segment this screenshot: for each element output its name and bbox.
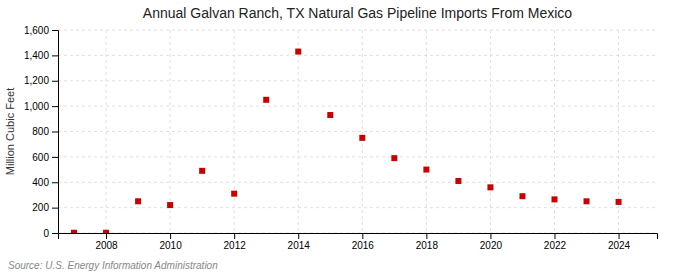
point xyxy=(455,178,461,184)
point xyxy=(135,198,141,204)
point xyxy=(391,155,397,161)
x-tick: 2020 xyxy=(480,233,503,251)
grid-line-x xyxy=(362,30,363,233)
x-axis-line xyxy=(59,234,658,240)
y-axis-label: Million Cubic Feet xyxy=(4,88,16,175)
grid xyxy=(58,30,657,233)
x-tick-label: 2008 xyxy=(95,240,118,251)
point xyxy=(519,193,525,199)
y-tick: 1,600 xyxy=(24,25,58,36)
x-tick: 2018 xyxy=(416,233,439,251)
point xyxy=(327,112,333,118)
grid-line-y xyxy=(58,182,657,183)
point xyxy=(231,191,237,197)
y-tick: 1,000 xyxy=(24,101,58,112)
x-tick-label: 2016 xyxy=(352,240,375,251)
plot-area: 2008 2010 2012 2014 2016 2018 2020 2022 2024 0 200… xyxy=(24,25,658,251)
x-tick-mark xyxy=(234,233,235,239)
x-tick-label: 2024 xyxy=(608,240,631,251)
y-tick-mark xyxy=(52,106,58,107)
x-tick: 2010 xyxy=(159,233,182,251)
grid-line-x xyxy=(234,30,235,233)
grid-line-y xyxy=(58,131,657,132)
x-tick-mark xyxy=(554,233,555,239)
x-tick-label: 2022 xyxy=(544,240,567,251)
grid-line-y xyxy=(58,207,657,208)
x-tick-label: 2012 xyxy=(224,240,247,251)
grid-line-y xyxy=(58,30,657,31)
x-tick-label: 2010 xyxy=(159,240,182,251)
point xyxy=(551,196,557,202)
points xyxy=(71,49,622,233)
x-tick-mark xyxy=(619,233,620,239)
y-tick: 800 xyxy=(32,126,58,137)
point xyxy=(71,230,77,233)
x-tick: 2022 xyxy=(544,233,567,251)
y-tick: 0 xyxy=(43,228,58,239)
y-tick-mark xyxy=(52,55,58,56)
y-tick-label: 400 xyxy=(32,177,49,188)
x-tick-label: 2020 xyxy=(480,240,503,251)
grid-line-y xyxy=(58,156,657,157)
y-axis-line xyxy=(52,31,59,234)
x-tick-mark xyxy=(362,233,363,239)
grid-line-x xyxy=(490,30,491,233)
x-tick-mark xyxy=(170,233,171,239)
y-axis: 0 200 400 600 800 1,000 1,200 1,400 1,600 xyxy=(24,25,59,239)
y-tick-label: 1,600 xyxy=(24,25,49,36)
x-tick: 2014 xyxy=(288,233,311,251)
point xyxy=(584,198,590,204)
x-tick-mark xyxy=(298,233,299,239)
y-tick-label: 800 xyxy=(32,126,49,137)
y-tick-label: 200 xyxy=(32,202,49,213)
x-tick-mark xyxy=(426,233,427,239)
x-tick: 2016 xyxy=(352,233,375,251)
y-tick-mark xyxy=(52,182,58,183)
y-tick-mark xyxy=(52,157,58,158)
x-tick-label: 2018 xyxy=(416,240,439,251)
point xyxy=(359,135,365,141)
y-tick-label: 1,000 xyxy=(24,101,49,112)
grid-line-y xyxy=(58,55,657,56)
x-axis: 2008 2010 2012 2014 2016 2018 2020 2022 2024 xyxy=(59,233,658,251)
y-tick-label: 1,200 xyxy=(24,75,49,86)
y-tick-mark xyxy=(52,233,58,234)
y-tick: 1,200 xyxy=(24,75,58,86)
y-tick: 400 xyxy=(32,177,58,188)
point xyxy=(616,199,622,205)
chart-svg: 2008 2010 2012 2014 2016 2018 2020 2022 2024 0 200… xyxy=(0,0,675,275)
y-tick-mark xyxy=(52,132,58,133)
y-tick-label: 0 xyxy=(43,228,49,239)
point xyxy=(199,168,205,174)
x-tick: 2024 xyxy=(608,233,631,251)
x-tick: 2008 xyxy=(95,233,118,251)
x-tick-mark xyxy=(106,233,107,239)
grid-line-x xyxy=(554,30,555,233)
source-note: Source: U.S. Energy Information Administ… xyxy=(8,260,218,271)
grid-line-x xyxy=(426,30,427,233)
x-tick-mark xyxy=(490,233,491,239)
y-tick: 1,400 xyxy=(24,50,58,61)
point xyxy=(423,167,429,173)
point xyxy=(103,230,109,233)
grid-line-x xyxy=(106,30,107,233)
y-tick-mark xyxy=(52,81,58,82)
grid-line-x xyxy=(298,30,299,233)
point xyxy=(263,97,269,103)
y-tick-mark xyxy=(52,30,58,31)
x-tick: 2012 xyxy=(224,233,247,251)
title: Annual Galvan Ranch, TX Natural Gas Pipe… xyxy=(143,5,572,21)
point xyxy=(295,49,301,55)
x-tick-label: 2014 xyxy=(288,240,311,251)
y-tick: 600 xyxy=(32,152,58,163)
grid-line-y xyxy=(58,106,657,107)
point xyxy=(487,184,493,190)
y-tick-mark xyxy=(52,208,58,209)
y-tick-label: 600 xyxy=(32,152,49,163)
chart-container: 2008 2010 2012 2014 2016 2018 2020 2022 2024 0 200… xyxy=(0,0,675,275)
y-tick-label: 1,400 xyxy=(24,50,49,61)
point xyxy=(167,202,173,208)
grid-line-y xyxy=(58,80,657,81)
y-tick: 200 xyxy=(32,202,58,213)
